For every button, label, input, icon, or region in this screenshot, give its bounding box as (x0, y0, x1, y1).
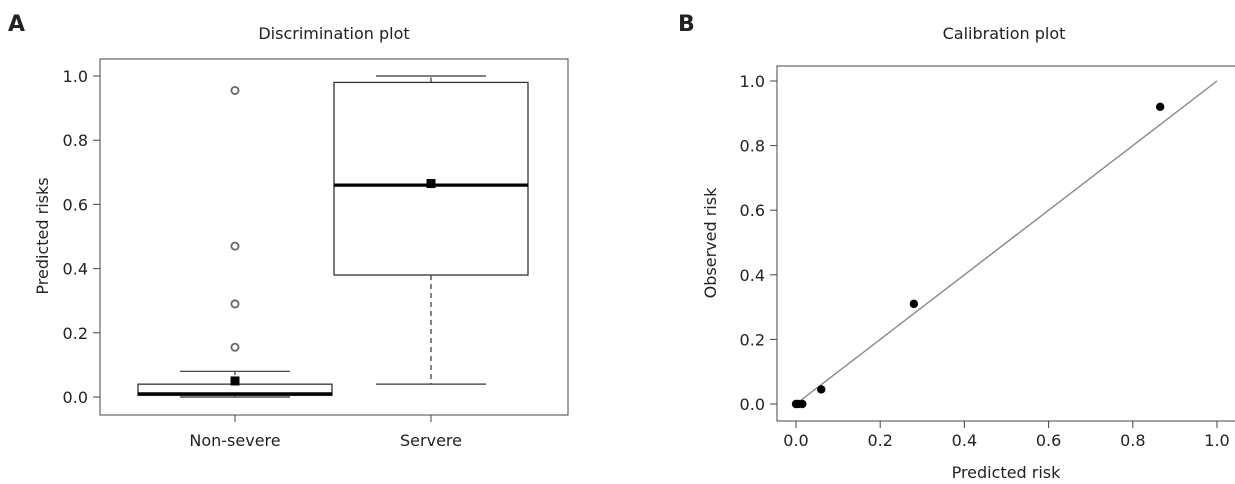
y-tick-label: 0.0 (63, 388, 88, 407)
outlier-point (230, 299, 240, 309)
x-tick-label: 0.8 (1120, 431, 1145, 450)
y-tick-label: 0.2 (63, 324, 88, 343)
x-tick-label: Non-severe (189, 431, 280, 450)
y-tick-label: 0.2 (740, 330, 765, 349)
x-tick-label: Servere (400, 431, 462, 450)
panel-b-title: Calibration plot (943, 24, 1066, 43)
panel-a-boxes (137, 75, 529, 398)
panel-a: A Discrimination plot Predicted risks 0.… (8, 12, 569, 450)
panel-a-title: Discrimination plot (258, 24, 409, 43)
data-point (798, 399, 807, 409)
panel-b-reference-line (795, 80, 1218, 405)
outlier-point (230, 342, 240, 352)
y-tick-label: 0.6 (740, 201, 765, 220)
data-point (817, 385, 826, 394)
y-tick-label: 1.0 (63, 67, 88, 86)
y-tick-label: 1.0 (740, 72, 765, 91)
mean-marker (426, 179, 436, 189)
panel-a-y-ticks: 0.0 0.2 0.4 0.6 0.8 1.0 (63, 67, 100, 407)
panel-b-label: B (678, 12, 695, 37)
y-tick-label: 0.8 (740, 137, 765, 156)
panel-b-y-axis-label: Observed risk (701, 187, 720, 298)
panel-b-points (791, 102, 1165, 409)
y-tick-label: 0.4 (740, 266, 765, 285)
y-tick-label: 0.8 (63, 131, 88, 150)
x-tick-label: 0.4 (952, 431, 977, 450)
panel-a-plot-frame (99, 58, 569, 416)
data-point (909, 299, 919, 309)
box-iqr (333, 81, 529, 276)
y-tick-label: 0.4 (63, 260, 88, 279)
outlier-point (230, 85, 240, 95)
data-point (1155, 102, 1165, 112)
x-tick-label: 0.2 (867, 431, 892, 450)
outlier-point (230, 241, 240, 251)
panel-b-plot-frame (776, 65, 1235, 422)
panel-b-y-ticks: 0.0 0.2 0.4 0.6 0.8 1.0 (740, 72, 777, 414)
y-tick-label: 0.6 (63, 195, 88, 214)
panel-a-x-ticks: Non-severe Servere (189, 415, 462, 450)
x-tick-label: 0.6 (1036, 431, 1061, 450)
panel-a-label: A (8, 12, 25, 37)
panel-b: B Calibration plot Predicted risk Observ… (678, 12, 1235, 482)
panel-a-y-axis-label: Predicted risks (33, 177, 52, 294)
x-tick-label: 1.0 (1204, 431, 1229, 450)
box-group (333, 75, 529, 385)
mean-marker (230, 376, 240, 386)
x-tick-label: 0.0 (783, 431, 808, 450)
y-tick-label: 0.0 (740, 395, 765, 414)
panel-b-x-ticks: 0.0 0.2 0.4 0.6 0.8 1.0 (783, 421, 1230, 450)
panel-b-x-axis-label: Predicted risk (952, 463, 1062, 482)
box-group (137, 85, 333, 398)
